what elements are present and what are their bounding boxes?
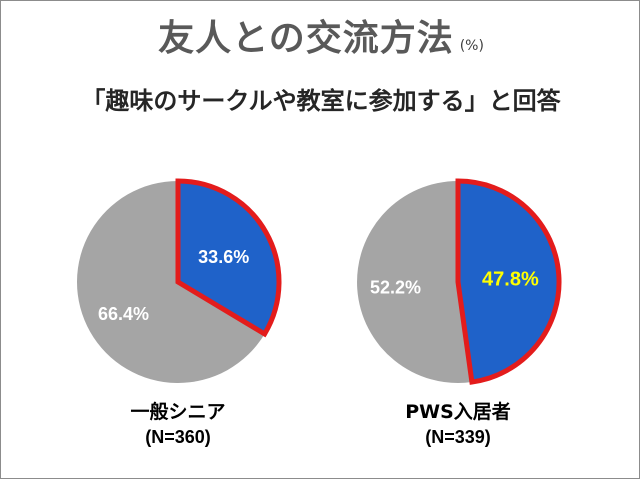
title-row: 友人との交流方法 (%) <box>1 9 640 61</box>
pie-name-general: 一般シニア <box>130 401 226 423</box>
pie-slice-pws-highlight <box>458 181 560 383</box>
pie-highlight-border-pws <box>455 178 562 385</box>
chart-title: 友人との交流方法 <box>158 18 454 59</box>
pie-name-pws: PWS入居者 <box>405 401 511 423</box>
pie-n-general: (N=360) <box>145 427 211 447</box>
pie-value-label-pws-highlight: 47.8% <box>482 268 539 290</box>
pie-value-label-general-other: 66.4% <box>98 304 149 324</box>
pie-caption-general: 一般シニア (N=360) <box>58 399 298 449</box>
pie-highlight-border-general <box>175 178 282 338</box>
pie-value-label-pws-other: 52.2% <box>370 277 421 297</box>
pie-slice-general-other <box>77 181 265 383</box>
pie-slice-pws-other <box>357 181 472 383</box>
pie-caption-pws: PWS入居者 (N=339) <box>338 399 578 449</box>
pie-value-label-general-highlight: 33.6% <box>198 247 249 267</box>
pie-n-pws: (N=339) <box>425 427 491 447</box>
chart-subtitle: 「趣味のサークルや教室に参加する」と回答 <box>81 87 561 115</box>
unit-label: (%) <box>459 38 484 54</box>
